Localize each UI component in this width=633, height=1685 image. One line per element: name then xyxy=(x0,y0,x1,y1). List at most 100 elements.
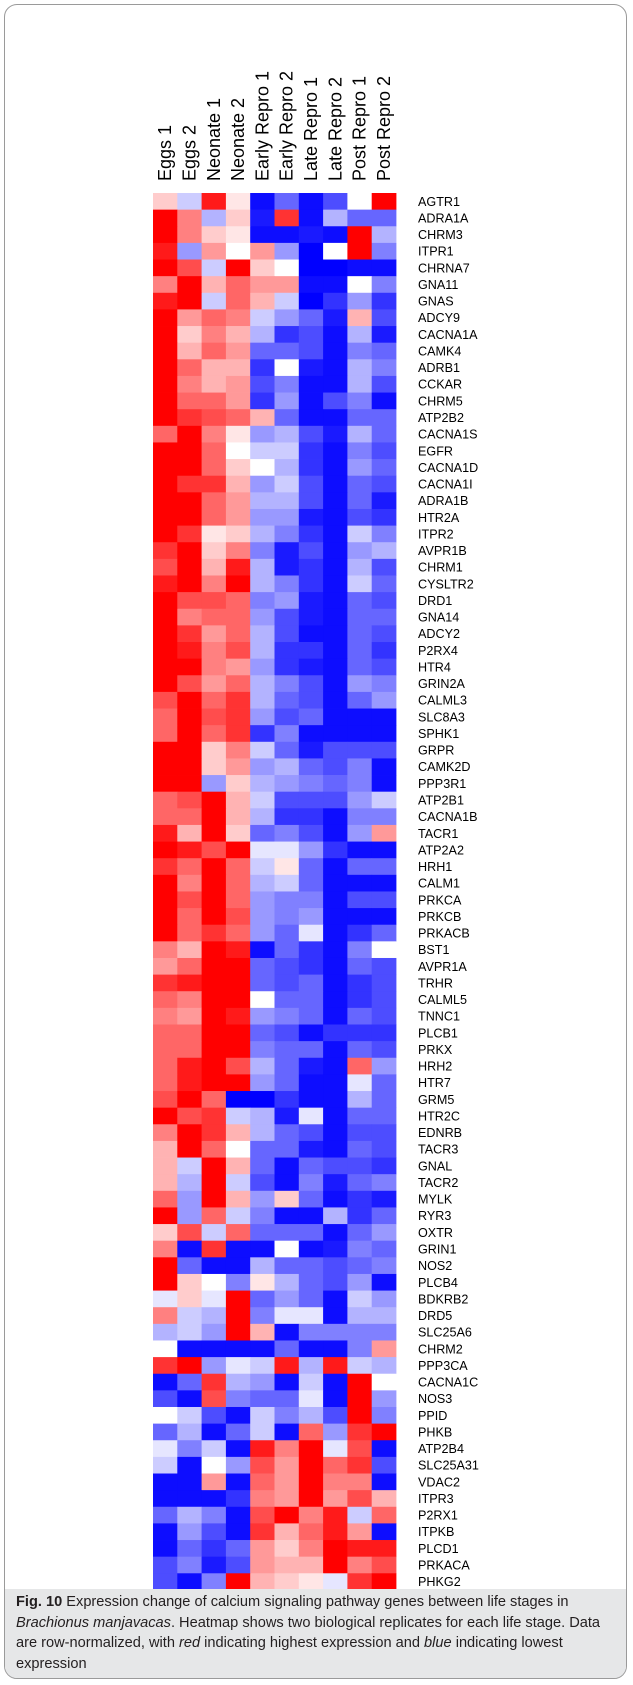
heatmap-cell-GRIN1-1 xyxy=(153,1240,178,1258)
heatmap-cell-GNA11-3 xyxy=(201,276,227,294)
heatmap-cell-PLCB4-8 xyxy=(323,1273,348,1291)
heatmap-cell-CACNA1B-3 xyxy=(201,808,227,826)
column-label: Neonate 2 xyxy=(228,98,248,181)
heatmap-cell-AGTR1-3 xyxy=(201,193,227,211)
heatmap-cell-CAMK4-7 xyxy=(298,342,324,360)
column-label: Post Repro 1 xyxy=(350,76,370,181)
row-label: RYR3 xyxy=(418,1209,451,1223)
heatmap-cell-P2RX1-1 xyxy=(153,1506,178,1524)
heatmap-cell-CHRNA7-5 xyxy=(250,259,275,277)
heatmap-cell-CACNA1D-6 xyxy=(274,459,300,477)
heatmap-cell-PPP3CA-7 xyxy=(298,1357,324,1375)
heatmap-cell-PPP3CA-4 xyxy=(225,1357,251,1375)
heatmap-cell-VDAC2-9 xyxy=(347,1473,373,1491)
heatmap-cell-ADCY2-6 xyxy=(274,625,300,643)
heatmap-cell-GRIN1-8 xyxy=(323,1240,348,1258)
heatmap-cell-CALM1-10 xyxy=(371,874,397,892)
heatmap-cell-PRKCB-6 xyxy=(274,908,300,926)
heatmap-cell-CHRM5-10 xyxy=(371,392,397,410)
row-label: GNAS xyxy=(418,295,454,309)
heatmap-cell-ITPR1-3 xyxy=(201,242,227,260)
heatmap-cell-RYR3-8 xyxy=(323,1207,348,1225)
heatmap-cell-AGTR1-2 xyxy=(177,193,202,211)
row-label: BDKRB2 xyxy=(418,1292,468,1306)
caption-text-3: indicating highest expression and xyxy=(200,1635,425,1651)
heatmap-cell-GRIN1-5 xyxy=(250,1240,275,1258)
heatmap-cell-CHRM2-10 xyxy=(371,1340,397,1358)
heatmap-cell-CHRM3-2 xyxy=(177,226,202,244)
heatmap-cell-PRKACA-1 xyxy=(153,1556,178,1574)
heatmap-cell-HRH1-4 xyxy=(225,858,251,876)
heatmap-cell-P2RX1-4 xyxy=(225,1506,251,1524)
heatmap-cell-CACNA1C-1 xyxy=(153,1373,178,1391)
heatmap-cell-ITPR1-10 xyxy=(371,242,397,260)
heatmap-cell-ATP2B2-4 xyxy=(225,409,251,427)
heatmap-cell-CACNA1A-10 xyxy=(371,326,397,344)
heatmap-cell-PHKB-3 xyxy=(201,1423,227,1441)
row-label: GRIN2A xyxy=(418,677,465,691)
row-label: BST1 xyxy=(418,943,450,957)
heatmap-cell-CHRM5-8 xyxy=(323,392,348,410)
heatmap-cell-GNAL-7 xyxy=(298,1157,324,1175)
heatmap-cell-TNNC1-4 xyxy=(225,1007,251,1025)
figure-frame xyxy=(4,4,627,1679)
heatmap-cell-ATP2B2-7 xyxy=(298,409,324,427)
heatmap-cell-PPID-8 xyxy=(323,1406,348,1425)
heatmap-cell-SLC8A3-6 xyxy=(274,708,300,726)
heatmap-cell-PLCB1-1 xyxy=(153,1024,178,1042)
heatmap-cell-HTR4-10 xyxy=(371,658,397,676)
heatmap-cell-BST1-8 xyxy=(323,941,348,959)
heatmap-cell-ADRA1B-4 xyxy=(225,492,251,510)
heatmap-cell-EDNRB-7 xyxy=(298,1124,324,1142)
heatmap-cell-CACNA1B-9 xyxy=(347,808,373,826)
heatmap-cell-HRH2-1 xyxy=(153,1057,178,1075)
heatmap-cell-VDAC2-7 xyxy=(298,1473,324,1491)
heatmap-cell-CALM1-9 xyxy=(347,874,373,892)
heatmap-cell-CHRM3-7 xyxy=(298,226,324,244)
heatmap-cell-CHRM3-4 xyxy=(225,226,251,244)
heatmap-cell-AGTR1-8 xyxy=(323,193,348,211)
column-label: Neonate 1 xyxy=(204,98,224,181)
heatmap-cell-CALM1-7 xyxy=(298,874,324,892)
heatmap-cell-ITPKB-5 xyxy=(250,1523,275,1541)
heatmap-cell-PPP3CA-10 xyxy=(371,1357,397,1375)
heatmap-cell-GRPR-10 xyxy=(371,741,397,759)
row-label: PPID xyxy=(418,1409,447,1423)
caption-text-4: indicating lowest expression xyxy=(16,1635,563,1672)
heatmap-cell-GNA14-10 xyxy=(371,608,397,626)
heatmap-cell-ITPR2-7 xyxy=(298,525,324,543)
row-label: OXTR xyxy=(418,1226,453,1240)
heatmap-cell-GNA14-9 xyxy=(347,608,373,626)
row-label: HRH1 xyxy=(418,860,452,874)
heatmap-cell-TACR1-1 xyxy=(153,824,178,842)
heatmap-cell-PLCB4-9 xyxy=(347,1273,373,1291)
heatmap-cell-HTR2C-1 xyxy=(153,1107,178,1125)
heatmap-cell-GNAL-6 xyxy=(274,1157,300,1175)
heatmap-cell-PRKX-4 xyxy=(225,1041,251,1059)
heatmap-cell-PRKCB-2 xyxy=(177,908,202,926)
heatmap-cell-PPP3R1-7 xyxy=(298,775,324,793)
heatmap-cell-DRD1-4 xyxy=(225,592,251,610)
heatmap-cell-ADRA1A-5 xyxy=(250,209,275,227)
heatmap-cell-BDKRB2-8 xyxy=(323,1290,348,1308)
heatmap-cell-CYSLTR2-2 xyxy=(177,575,202,593)
heatmap-cell-PPP3R1-3 xyxy=(201,775,227,793)
heatmap-cell-MYLK-7 xyxy=(298,1190,324,1208)
heatmap-cell-HRH2-5 xyxy=(250,1057,275,1075)
heatmap-cell-DRD5-5 xyxy=(250,1307,275,1325)
row-label: GRM5 xyxy=(418,1093,454,1107)
heatmap-cell-CACNA1B-4 xyxy=(225,808,251,826)
heatmap-cell-CHRM3-1 xyxy=(153,226,178,244)
heatmap-cell-GRM5-4 xyxy=(225,1091,251,1109)
heatmap-cell-PHKG2-9 xyxy=(347,1573,373,1590)
heatmap-cell-ADRB1-1 xyxy=(153,359,178,377)
row-label: ATP2A2 xyxy=(418,843,464,857)
heatmap-cell-CACNA1I-3 xyxy=(201,475,227,493)
heatmap-cell-CALML5-1 xyxy=(153,991,178,1009)
row-label: CHRM3 xyxy=(418,228,463,242)
heatmap-cell-PHKG2-2 xyxy=(177,1573,202,1590)
heatmap-cell-SLC8A3-5 xyxy=(250,708,275,726)
heatmap-cell-ADRB1-7 xyxy=(298,359,324,377)
heatmap-cell-PRKX-8 xyxy=(323,1041,348,1059)
heatmap-cell-CALML3-8 xyxy=(323,691,348,709)
